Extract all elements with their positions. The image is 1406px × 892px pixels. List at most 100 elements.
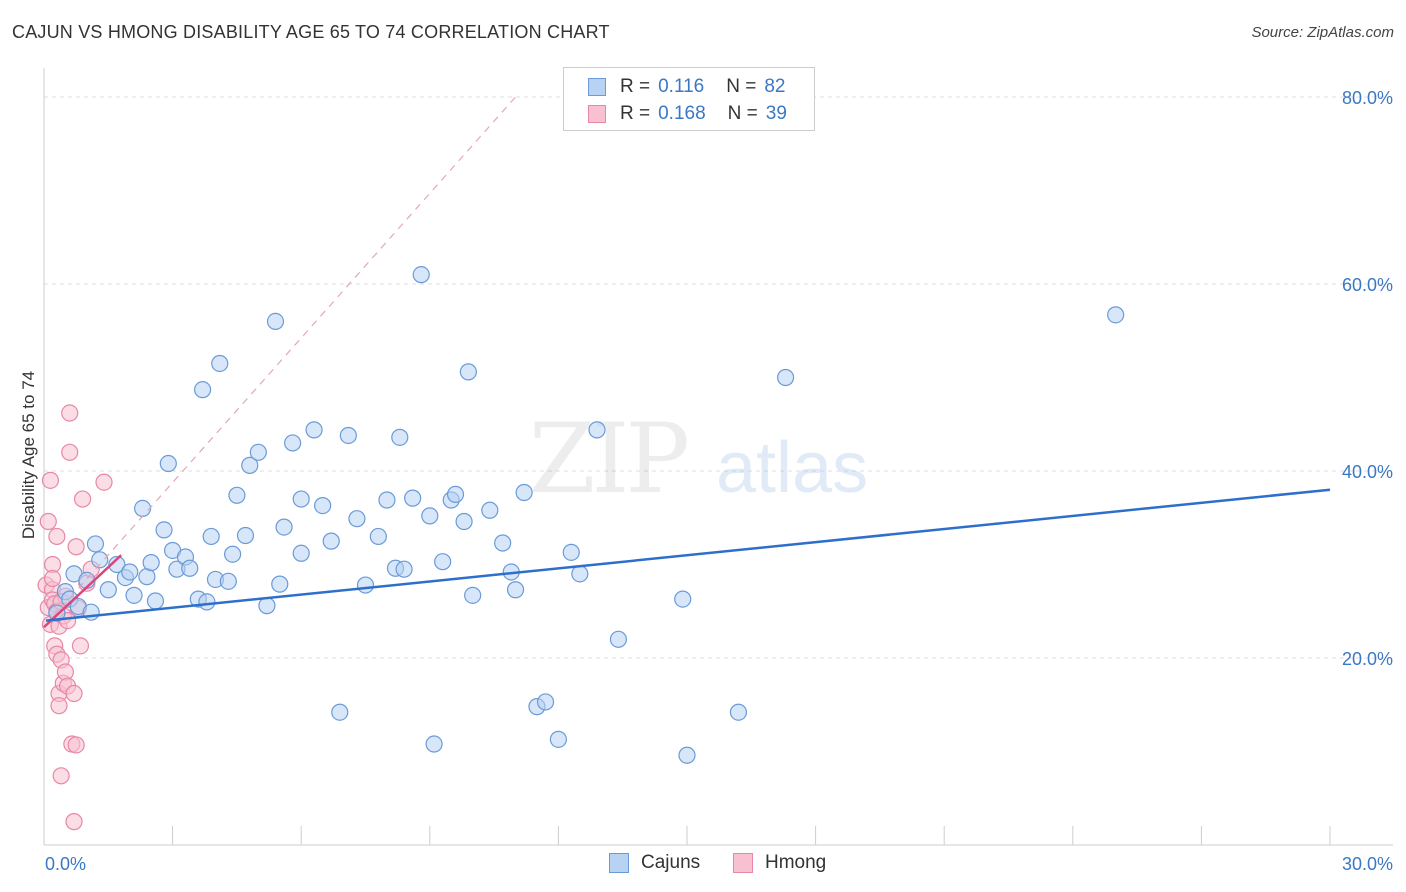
hmong-swatch: [733, 853, 753, 873]
cajun-point: [481, 501, 499, 519]
x-tick-label-min: 0.0%: [45, 854, 86, 874]
cajun-point: [506, 581, 525, 599]
cajun-point: [425, 735, 443, 753]
cajun-point: [91, 551, 109, 569]
legend-row-cajuns: R = 0.116 N = 82: [588, 74, 786, 100]
cajun-point: [211, 354, 229, 373]
cajun-point: [236, 526, 255, 545]
hmong-trend-extension: [43, 96, 516, 628]
cajun-point: [1107, 306, 1125, 324]
cajun-point: [571, 565, 589, 583]
cajun-point: [133, 499, 152, 517]
hmong-point: [67, 736, 85, 754]
cajun-point: [228, 486, 246, 504]
hmong-point: [39, 512, 57, 531]
legend-r-label: R =: [620, 103, 651, 124]
hmong-point: [50, 697, 68, 715]
hmong-point: [61, 443, 79, 461]
hmong-point: [52, 767, 70, 785]
legend-r-value: 0.168: [658, 103, 706, 124]
bottom-legend-cajuns[interactable]: Cajuns: [609, 852, 700, 874]
hmong-point: [61, 404, 79, 422]
cajun-point: [356, 576, 375, 594]
legend-n-label: N =: [726, 76, 757, 97]
hmong-point: [95, 473, 113, 491]
y-tick-label: 20.0%: [1342, 649, 1393, 669]
legend-row-hmong: R = 0.168 N = 39: [588, 101, 787, 127]
hmong-point: [65, 813, 83, 831]
hmong-point: [73, 490, 92, 508]
cajun-point: [249, 443, 267, 461]
legend-n-value: 39: [765, 103, 787, 124]
legend-swatch-hmong: [588, 105, 606, 123]
cajun-point: [674, 590, 692, 608]
cajun-point: [434, 553, 452, 571]
legend-box: R = 0.116 N = 82 R = 0.168 N = 39: [563, 67, 815, 131]
cajun-point: [241, 456, 259, 474]
cajun-points: [48, 266, 1125, 764]
cajun-point: [421, 507, 439, 525]
hmong-point: [48, 527, 66, 546]
cajun-point: [275, 518, 293, 536]
cajun-point: [314, 496, 332, 515]
cajun-point: [108, 555, 126, 574]
hmong-trend-line: [43, 554, 123, 629]
y-tick-labels: 20.0% 40.0% 60.0% 80.0%: [1342, 88, 1393, 669]
hmong-point: [41, 471, 60, 489]
cajun-point: [609, 630, 628, 648]
hmong-point: [56, 663, 75, 681]
cajun-point: [369, 527, 387, 546]
hmong-point: [71, 637, 90, 655]
trend-lines: [43, 96, 1331, 629]
cajun-point: [331, 703, 349, 721]
cajun-point: [258, 597, 276, 615]
cajun-point: [339, 426, 357, 445]
cajun-point: [292, 490, 310, 508]
cajun-point: [271, 575, 289, 593]
cajun-point: [536, 693, 555, 711]
cajun-point: [224, 545, 242, 563]
cajun-point: [155, 521, 173, 539]
hmong-point: [67, 538, 85, 556]
cajun-point: [194, 381, 212, 399]
cajuns-swatch: [609, 853, 629, 873]
hmong-label: Hmong: [765, 852, 827, 873]
cajun-point: [125, 586, 143, 604]
cajun-point: [198, 593, 216, 611]
y-axis-label: Disability Age 65 to 74: [19, 371, 38, 539]
hmong-point: [65, 684, 83, 703]
hmong-point: [43, 569, 62, 588]
legend-swatch-cajuns: [588, 78, 606, 96]
cajun-point: [292, 544, 310, 562]
legend-n-label: N =: [727, 103, 758, 124]
cajun-point: [729, 703, 748, 721]
cajun-point: [142, 554, 160, 572]
cajun-point: [678, 746, 696, 764]
cajun-point: [202, 527, 220, 546]
cajun-point: [86, 535, 105, 553]
cajun-point: [412, 266, 430, 284]
cajun-trend-line: [45, 488, 1331, 622]
cajun-point: [494, 534, 512, 552]
cajun-point: [455, 512, 473, 531]
bottom-legend-hmong[interactable]: Hmong: [733, 852, 826, 874]
cajun-point: [378, 491, 396, 509]
y-tick-label: 40.0%: [1342, 462, 1393, 482]
cajun-point: [549, 730, 568, 748]
cajun-point: [284, 434, 302, 452]
cajun-point: [446, 485, 465, 503]
cajun-point: [404, 489, 422, 507]
watermark-atlas: atlas: [716, 428, 868, 508]
grid-lines: [44, 96, 1393, 659]
cajun-point: [322, 532, 340, 550]
watermark-zip: ZIP: [529, 403, 688, 515]
cajun-point: [391, 428, 409, 446]
bottom-legend: Cajuns Hmong: [0, 852, 1406, 876]
cajun-point: [219, 572, 237, 590]
cajun-point: [588, 421, 606, 439]
cajun-point: [562, 543, 580, 561]
cajun-point: [459, 363, 477, 381]
cajun-point: [515, 483, 533, 502]
cajun-point: [464, 586, 482, 604]
